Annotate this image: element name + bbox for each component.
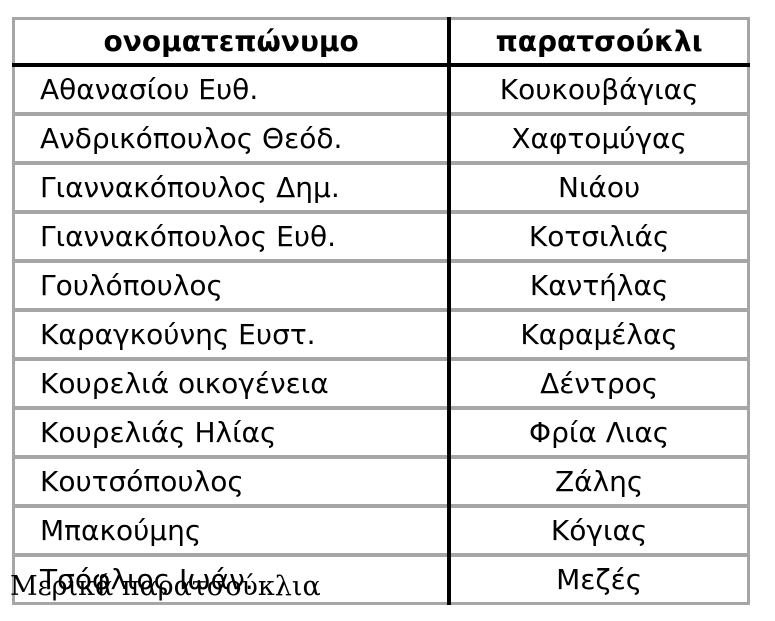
- table-row: Αθανασίου Ευθ. Κουκουβάγιας: [13, 65, 749, 114]
- table-row: Κουρελιάς Ηλίας Φρία Λιας: [13, 406, 749, 457]
- cell-nickname: Καντήλας: [449, 259, 749, 310]
- nickname-table: ονοματεπώνυμο παρατσούκλι Αθανασίου Ευθ.…: [12, 17, 750, 605]
- table-row: Καραγκούνης Ευστ. Καραμέλας: [13, 308, 749, 359]
- cell-name: Κουτσόπουλος: [13, 455, 452, 506]
- cell-nickname: Κοτσιλιάς: [449, 210, 749, 261]
- table-row: Μπακούμης Κόγιας: [13, 504, 749, 555]
- table-caption: Μερικά παρατσούκλια: [10, 571, 321, 602]
- cell-nickname: Δέντρος: [449, 357, 749, 408]
- table-row: Γουλόπουλος Καντήλας: [13, 259, 749, 310]
- cell-nickname: Νιάου: [449, 161, 749, 212]
- table-row: Ανδρικόπουλος Θεόδ. Χαφτομύγας: [13, 112, 749, 163]
- cell-name: Αθανασίου Ευθ.: [13, 65, 452, 114]
- table-header: ονοματεπώνυμο παρατσούκλι: [13, 18, 749, 67]
- cell-name: Γιαννακόπουλος Δημ.: [13, 161, 452, 212]
- cell-nickname: Μεζές: [449, 553, 749, 604]
- cell-nickname: Χαφτομύγας: [449, 112, 749, 163]
- table-body: Αθανασίου Ευθ. Κουκουβάγιας Ανδρικόπουλος …: [13, 65, 749, 604]
- cell-nickname: Φρία Λιας: [449, 406, 749, 457]
- cell-nickname: Καραμέλας: [449, 308, 749, 359]
- cell-name: Γουλόπουλος: [13, 259, 452, 310]
- table-row: Γιαννακόπουλος Ευθ. Κοτσιλιάς: [13, 210, 749, 261]
- table-row: Γιαννακόπουλος Δημ. Νιάου: [13, 161, 749, 212]
- cell-name: Ανδρικόπουλος Θεόδ.: [13, 112, 452, 163]
- nickname-table-container: ονοματεπώνυμο παρατσούκλι Αθανασίου Ευθ.…: [12, 17, 750, 605]
- cell-name: Γιαννακόπουλος Ευθ.: [13, 210, 452, 261]
- cell-name: Κουρελιάς Ηλίας: [13, 406, 452, 457]
- cell-name: Καραγκούνης Ευστ.: [13, 308, 452, 359]
- column-header-name: ονοματεπώνυμο: [13, 18, 452, 67]
- column-header-nickname: παρατσούκλι: [449, 18, 749, 67]
- cell-nickname: Ζάλης: [449, 455, 749, 506]
- cell-name: Μπακούμης: [13, 504, 452, 555]
- table-row: Κουτσόπουλος Ζάλης: [13, 455, 749, 506]
- table-row: Κουρελιά οικογένεια Δέντρος: [13, 357, 749, 408]
- table-row: Τσόφλιος Ιωάν. Μεζές: [13, 553, 749, 604]
- table-header-row: ονοματεπώνυμο παρατσούκλι: [13, 18, 749, 67]
- cell-nickname: Κόγιας: [449, 504, 749, 555]
- cell-name: Τσόφλιος Ιωάν.: [13, 553, 452, 604]
- cell-name: Κουρελιά οικογένεια: [13, 357, 452, 408]
- cell-nickname: Κουκουβάγιας: [499, 72, 699, 106]
